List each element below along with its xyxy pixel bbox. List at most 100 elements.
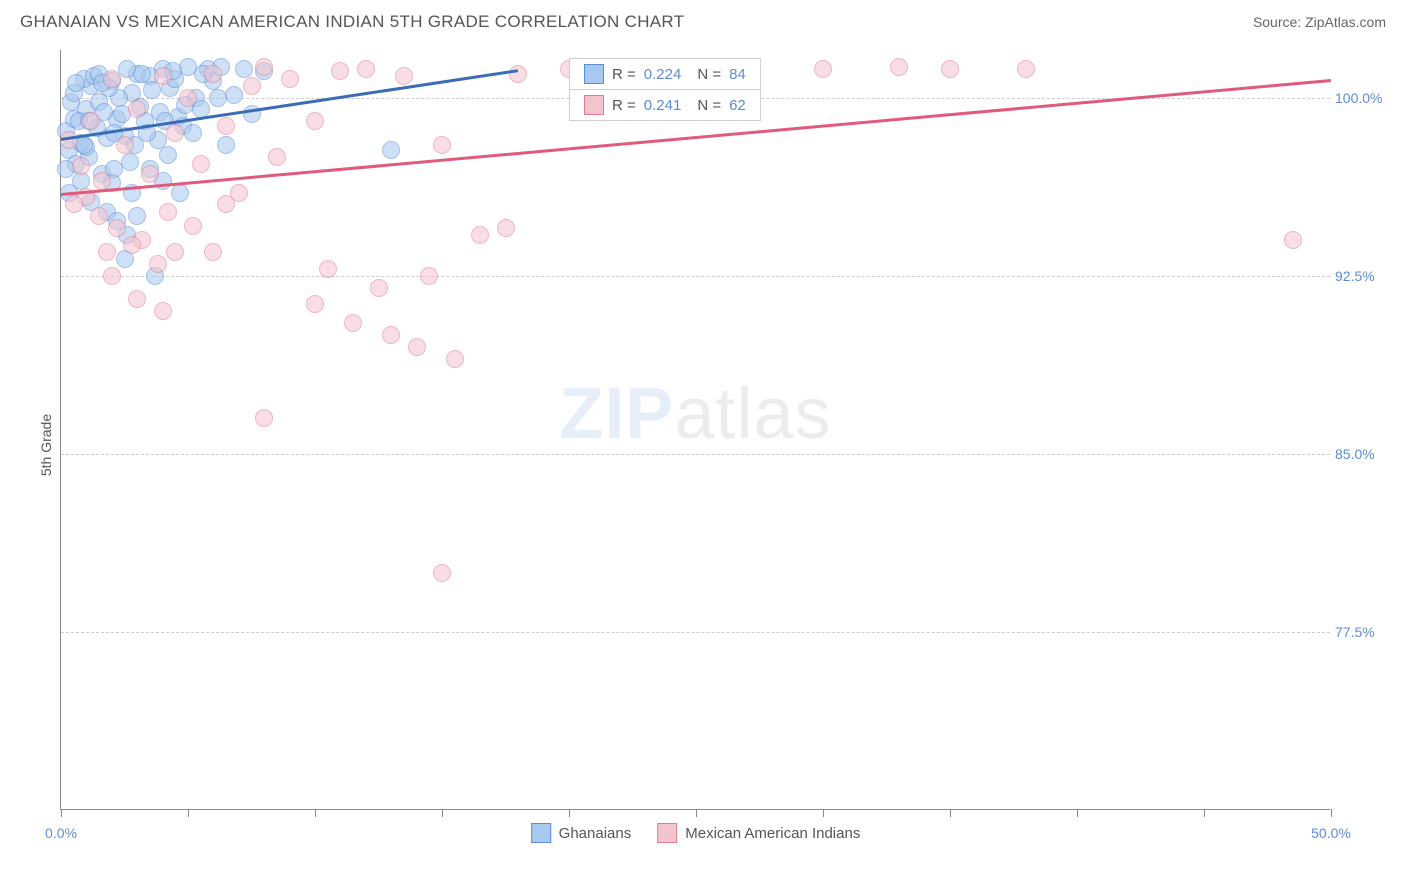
data-point — [243, 77, 261, 95]
data-point — [159, 146, 177, 164]
data-point — [941, 60, 959, 78]
legend-r-value: 0.224 — [644, 67, 682, 82]
data-point — [433, 136, 451, 154]
data-point — [149, 255, 167, 273]
y-axis-label: 5th Grade — [38, 414, 54, 476]
legend-swatch — [657, 823, 677, 843]
data-point — [108, 219, 126, 237]
y-tick-label: 85.0% — [1335, 446, 1395, 462]
data-point — [217, 117, 235, 135]
data-point — [509, 65, 527, 83]
data-point — [281, 70, 299, 88]
data-point — [184, 124, 202, 142]
y-tick-label: 77.5% — [1335, 624, 1395, 640]
chart-source: Source: ZipAtlas.com — [1253, 14, 1386, 30]
chart-header: GHANAIAN VS MEXICAN AMERICAN INDIAN 5TH … — [0, 0, 1406, 40]
data-point — [65, 195, 83, 213]
data-point — [1017, 60, 1035, 78]
data-point — [204, 65, 222, 83]
x-tick-mark — [315, 809, 316, 817]
data-point — [159, 203, 177, 221]
data-point — [121, 153, 139, 171]
data-point — [128, 290, 146, 308]
data-point — [82, 112, 100, 130]
legend-n-label: N = — [697, 67, 721, 82]
legend-r-value: 0.241 — [644, 98, 682, 113]
legend-swatch — [531, 823, 551, 843]
x-tick-mark — [823, 809, 824, 817]
y-tick-label: 100.0% — [1335, 90, 1395, 106]
data-point — [128, 100, 146, 118]
data-point — [471, 226, 489, 244]
x-tick-mark — [1331, 809, 1332, 817]
chart-title: GHANAIAN VS MEXICAN AMERICAN INDIAN 5TH … — [20, 12, 684, 32]
data-point — [255, 58, 273, 76]
data-point — [209, 89, 227, 107]
data-point — [93, 172, 111, 190]
legend-n-value: 62 — [729, 98, 746, 113]
data-point — [72, 157, 90, 175]
data-point — [446, 350, 464, 368]
x-tick-mark — [569, 809, 570, 817]
x-tick-mark — [188, 809, 189, 817]
data-point — [98, 243, 116, 261]
data-point — [154, 302, 172, 320]
x-tick-mark — [1077, 809, 1078, 817]
data-point — [166, 243, 184, 261]
watermark: ZIPatlas — [559, 373, 831, 455]
x-tick-label: 0.0% — [45, 825, 77, 841]
legend-n-label: N = — [697, 98, 721, 113]
x-tick-mark — [61, 809, 62, 817]
legend-r-label: R = — [612, 98, 636, 113]
data-point — [319, 260, 337, 278]
legend-stats-row: R = 0.224 N = 84 — [570, 59, 760, 89]
legend-n-value: 84 — [729, 67, 746, 82]
chart-area: 5th Grade ZIPatlas 77.5%85.0%92.5%100.0%… — [50, 50, 1380, 840]
plot-region: ZIPatlas 77.5%85.0%92.5%100.0%0.0%50.0%R… — [60, 50, 1330, 810]
data-point — [268, 148, 286, 166]
data-point — [395, 67, 413, 85]
data-point — [357, 60, 375, 78]
data-point — [408, 338, 426, 356]
gridline-h — [61, 276, 1330, 277]
data-point — [344, 314, 362, 332]
data-point — [331, 62, 349, 80]
legend-stats: R = 0.224 N = 84 R = 0.241 N = 62 — [569, 58, 761, 121]
legend-r-label: R = — [612, 67, 636, 82]
data-point — [90, 207, 108, 225]
data-point — [141, 165, 159, 183]
data-point — [1284, 231, 1302, 249]
data-point — [67, 74, 85, 92]
data-point — [497, 219, 515, 237]
y-tick-label: 92.5% — [1335, 268, 1395, 284]
data-point — [382, 326, 400, 344]
data-point — [184, 217, 202, 235]
data-point — [306, 112, 324, 130]
data-point — [890, 58, 908, 76]
data-point — [103, 267, 121, 285]
data-point — [166, 124, 184, 142]
legend-item: Mexican American Indians — [657, 823, 860, 843]
data-point — [171, 184, 189, 202]
bottom-legend: Ghanaians Mexican American Indians — [531, 823, 861, 843]
x-tick-mark — [696, 809, 697, 817]
data-point — [433, 564, 451, 582]
data-point — [116, 136, 134, 154]
legend-label: Mexican American Indians — [685, 825, 860, 842]
legend-swatch — [584, 64, 604, 84]
data-point — [225, 86, 243, 104]
data-point — [370, 279, 388, 297]
data-point — [217, 136, 235, 154]
x-tick-label: 50.0% — [1311, 825, 1351, 841]
legend-stats-row: R = 0.241 N = 62 — [570, 89, 760, 120]
data-point — [204, 243, 222, 261]
data-point — [103, 70, 121, 88]
legend-label: Ghanaians — [559, 825, 632, 842]
data-point — [255, 409, 273, 427]
x-tick-mark — [950, 809, 951, 817]
data-point — [123, 236, 141, 254]
gridline-h — [61, 454, 1330, 455]
data-point — [382, 141, 400, 159]
data-point — [306, 295, 324, 313]
data-point — [814, 60, 832, 78]
